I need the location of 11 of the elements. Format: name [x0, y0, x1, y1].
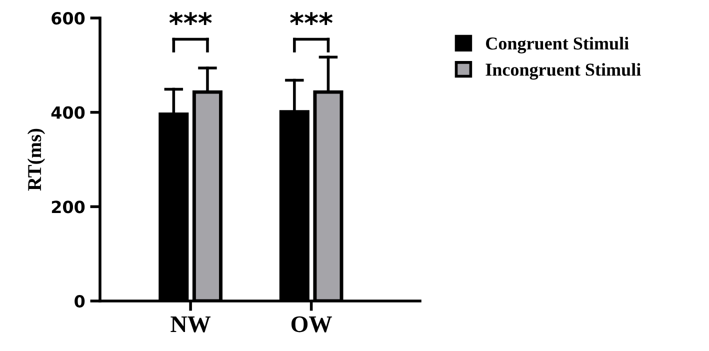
y-tick-label: 600: [52, 12, 85, 25]
legend-label: Incongruent Stimuli: [486, 63, 641, 80]
y-tick-label: 200: [52, 200, 85, 214]
x-tick-label: OW: [291, 316, 332, 332]
x-tick-label: NW: [170, 316, 211, 332]
legend-label: Congruent Stimuli: [486, 36, 629, 54]
annotation: ***: [169, 12, 212, 26]
y-tick-label: 400: [51, 106, 85, 119]
annotation: ***: [290, 12, 333, 26]
y-tick-label: 0: [74, 294, 85, 308]
y-axis-title: RT(ms): [27, 128, 46, 191]
